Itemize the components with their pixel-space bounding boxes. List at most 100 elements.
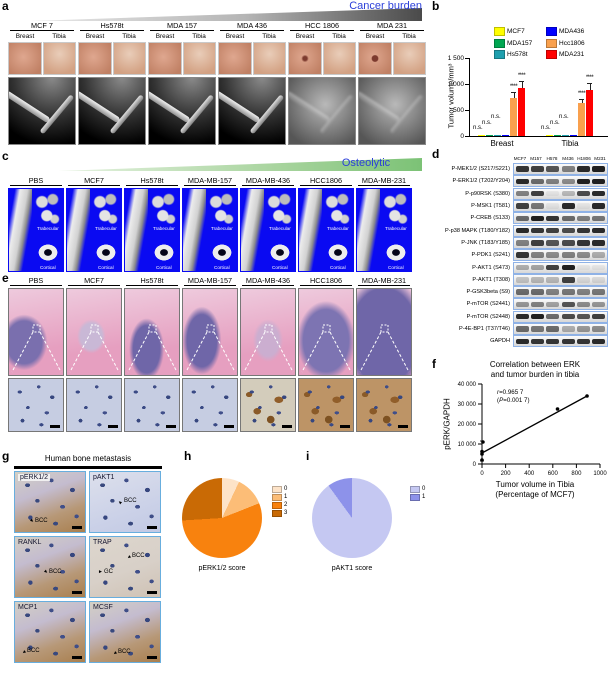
trabecular-label: Trabecular	[326, 226, 349, 232]
blot-label: P-AKT1 (S473)	[472, 264, 510, 271]
blot-band	[576, 215, 590, 222]
annotation-label: BCC	[131, 553, 145, 559]
cortical-scan: Cortical	[91, 233, 121, 271]
column-header: MDA-MB-231	[356, 176, 412, 185]
scale-bar	[147, 591, 157, 594]
trabecular-scan: Trabecular	[90, 189, 121, 233]
blot-band	[591, 166, 605, 172]
blot-band	[531, 277, 545, 283]
blot-row: P-PDK1 (S241)	[440, 249, 608, 262]
specimen-column: MDA 436 Breast Tibia	[218, 21, 286, 145]
blot-label: P-p38 MAPK (T180/Y182)	[445, 227, 510, 234]
y-tick-mark	[465, 84, 469, 85]
blot-band	[591, 252, 605, 258]
blot-band	[516, 252, 530, 258]
blot-band	[516, 313, 530, 320]
tile-label: TRAP	[93, 539, 112, 546]
legend-swatch	[272, 486, 282, 493]
bar	[570, 135, 577, 136]
blot-strip	[513, 224, 608, 237]
microct-image: Trabecular Cortical	[240, 188, 296, 272]
tile-label: MCP1	[18, 604, 38, 611]
blot-band	[576, 289, 590, 295]
site-label: Tibia	[332, 33, 346, 40]
tissue-annotation: ► BCC	[116, 497, 136, 505]
blot-band	[561, 313, 575, 320]
mouse-photo-tibia	[322, 42, 356, 75]
column-header: MDA 231	[358, 21, 426, 30]
cortical-label: Cortical	[156, 265, 172, 270]
panel-c-label: c	[2, 149, 9, 163]
lane-header: M231	[594, 156, 606, 161]
data-point	[555, 407, 560, 411]
header-underline	[184, 185, 236, 186]
blot-row: P-mTOR (S2441)	[440, 298, 608, 311]
x-tick-label: 600	[548, 471, 559, 477]
tile-label: pERK1/2	[18, 474, 51, 481]
mouse-photo-tibia	[392, 42, 426, 75]
human-bone-metastasis-grid: pERK1/2 ► BCC pAKT1 ► BCC RANKL ► BCC TRAP ► BCC ► GC…	[14, 471, 161, 663]
blot-band	[516, 190, 530, 197]
g-header-underline	[14, 466, 162, 469]
cortical-label: Cortical	[98, 265, 114, 270]
legend-item: 1	[410, 494, 425, 501]
column-header-text: MDA 231	[376, 21, 407, 30]
error-bar-cap	[519, 81, 524, 83]
he-stain-image	[182, 288, 238, 376]
blot-band	[531, 338, 545, 345]
panel-c-columns: PBS Trabecular Cortical MCF7 Trabecular Corti…	[8, 176, 412, 272]
column-header-text: MCF 7	[31, 21, 53, 30]
significance-label: ****	[577, 91, 586, 98]
blot-band	[561, 215, 575, 222]
bar	[502, 135, 509, 136]
f-x-axis-label-line2: (Percentage of MCF7)	[495, 490, 575, 499]
site-label: Breast	[365, 33, 385, 40]
legend-item: Hcc1806	[546, 38, 585, 48]
blot-strip	[513, 187, 608, 200]
scan-detail: Trabecular Cortical	[90, 189, 121, 271]
ihc-image	[182, 378, 238, 432]
blot-band	[531, 203, 545, 209]
microct-image: Trabecular Cortical	[182, 188, 238, 272]
cortical-scan: Cortical	[33, 233, 63, 271]
blot-band	[591, 190, 605, 197]
blot-row: P-MEK1/2 (S217/S221)	[440, 163, 608, 176]
site-label: Breast	[15, 33, 35, 40]
tile-label: pAKT1	[93, 474, 115, 481]
blot-label: P-PDK1 (S241)	[471, 252, 510, 259]
y-tick-label: 10 000	[458, 442, 477, 448]
y-tick-label: 0	[473, 462, 477, 468]
blot-row: P-ERK1/2 (T202/Y204)	[440, 175, 608, 188]
pakt-score-pie-chart	[312, 478, 392, 558]
tissue-annotation: ► BCC	[125, 552, 145, 560]
specimen-column: MCF 7 Breast Tibia	[8, 21, 76, 145]
blot-row: P-MSK1 (T581)	[440, 200, 608, 213]
panel-f-label: f	[432, 357, 436, 371]
microct-image: Trabecular Cortical	[298, 188, 354, 272]
scale-bar	[72, 656, 82, 659]
bar	[518, 88, 525, 136]
ns-label: n.s.	[482, 119, 492, 126]
legend-swatch	[546, 27, 557, 36]
panel-g-label: g	[2, 449, 10, 463]
site-label: Breast	[225, 33, 245, 40]
site-label: Breast	[85, 33, 105, 40]
xray-image	[218, 77, 286, 145]
blot-lane-headers: MCF7 M157 H578 M436 H1806 M231	[512, 156, 608, 161]
blot-band	[546, 313, 560, 320]
y-tick-label: 40 000	[458, 382, 477, 388]
legend-item: 0	[272, 486, 287, 493]
blot-band	[576, 301, 590, 308]
annotation-label: BCC	[48, 569, 62, 575]
legend-label: MDA157	[507, 39, 533, 47]
data-point	[585, 394, 589, 398]
header-underline	[300, 185, 352, 186]
legend-label: 0	[284, 486, 288, 493]
blot-strip	[513, 286, 608, 299]
blot-band	[546, 289, 560, 295]
column-header: Hs578t	[124, 176, 180, 185]
cortical-ring	[211, 243, 232, 261]
blot-row: P-p38 MAPK (T180/Y182)	[440, 224, 608, 237]
trabecular-scan: Trabecular	[148, 189, 179, 233]
tissue-annotation: ► GC	[98, 569, 113, 575]
